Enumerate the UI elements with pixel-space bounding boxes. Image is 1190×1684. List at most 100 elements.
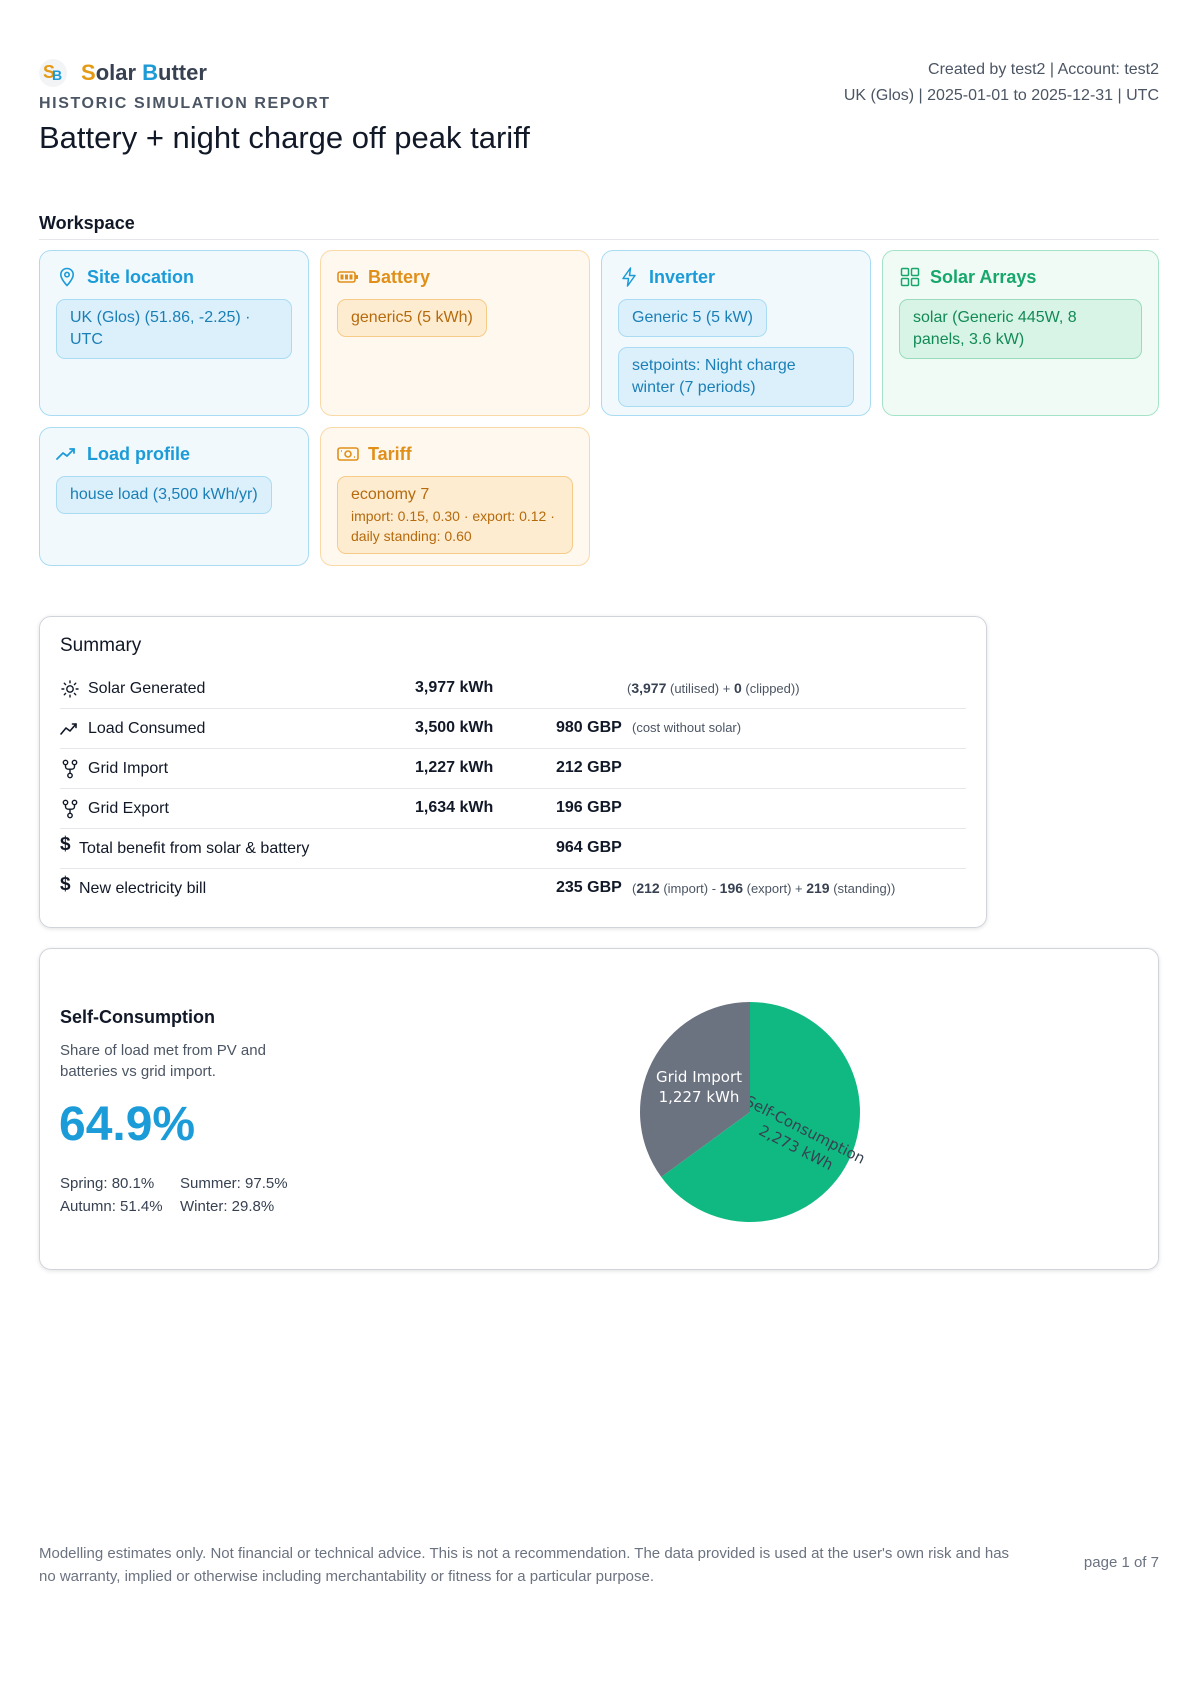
tariff-name: economy 7 xyxy=(351,486,430,503)
summary-label: Grid Import xyxy=(88,760,169,777)
summary-row-total-benefit: $ Total benefit from solar & battery 964… xyxy=(60,829,966,869)
trend-icon xyxy=(60,719,80,739)
summary-gbp: 196 GBP xyxy=(556,799,622,816)
dollar-icon: $ xyxy=(60,834,71,855)
self-consumption-description: Share of load met from PV and batteries … xyxy=(60,1042,266,1080)
note-clipped-value: 0 xyxy=(733,680,742,696)
disclaimer: Modelling estimates only. Not financial … xyxy=(39,1545,1010,1585)
summary-kwh: 1,227 kWh xyxy=(415,759,494,776)
note-export-value: 196 xyxy=(719,880,744,896)
summary-gbp: 212 GBP xyxy=(556,759,622,776)
pie-label-grid-import: Grid Import 1,227 kWh xyxy=(656,1068,742,1106)
report-meta: Created by test2 | Account: test2 UK (Gl… xyxy=(844,57,1159,109)
brand-word-utter: utter xyxy=(158,60,207,85)
report-title: Battery + night charge off peak tariff xyxy=(39,120,530,155)
load-profile-title: Load profile xyxy=(56,442,292,466)
load-profile-chip: house load (3,500 kWh/yr) xyxy=(56,476,272,514)
summary-row-load-consumed: Load Consumed 3,500 kWh 980 GBP (cost wi… xyxy=(60,709,966,749)
solar-arrays-chip: solar (Generic 445W, 8 panels, 3.6 kW) xyxy=(899,299,1142,359)
solar-arrays-card: Solar Arrays solar (Generic 445W, 8 pane… xyxy=(882,250,1159,416)
site-location-title: Site location xyxy=(56,265,292,289)
summary-note: (212 (import) - 196 (export) + 219 (stan… xyxy=(632,880,895,896)
battery-icon xyxy=(337,266,359,288)
summary-label: New electricity bill xyxy=(79,880,207,897)
map-pin-icon xyxy=(56,266,78,288)
site-location-card: Site location UK (Glos) (51.86, -2.25) ·… xyxy=(39,250,309,416)
summary-kwh: 3,500 kWh xyxy=(415,719,494,736)
header-divider xyxy=(39,239,1159,240)
summary-title: Summary xyxy=(60,635,142,656)
summary-label: Total benefit from solar & battery xyxy=(79,840,310,857)
logo-s: S xyxy=(43,62,56,82)
inverter-model-chip: Generic 5 (5 kW) xyxy=(618,299,767,337)
grid-icon xyxy=(899,266,921,288)
battery-title: Battery xyxy=(337,265,573,289)
pie-slice-grid-import xyxy=(640,1002,750,1177)
note-paren: ( xyxy=(632,881,637,896)
solar-arrays-label: Solar Arrays xyxy=(930,266,1037,287)
brand-initial-b: B xyxy=(142,60,159,85)
solar-butter-logo: S B xyxy=(39,59,67,87)
season-autumn: Autumn: 51.4% xyxy=(60,1198,163,1215)
note-standing-value: 219 xyxy=(806,880,830,896)
summary-kwh: 3,977 kWh xyxy=(415,679,494,696)
note-import-text: (import) - xyxy=(659,881,720,896)
fork-icon xyxy=(60,759,80,779)
pie-label-name: Grid Import xyxy=(656,1068,742,1086)
fork-icon xyxy=(60,799,80,819)
note-import-value: 212 xyxy=(636,880,660,896)
note-paren: ( xyxy=(627,681,632,696)
site-location-label: Site location xyxy=(87,266,195,287)
tariff-card: Tariff economy 7 import: 0.15, 0.30 · ex… xyxy=(320,427,590,566)
inverter-setpoints-chip: setpoints: Night charge winter (7 period… xyxy=(618,347,854,407)
note-utilised-text: (utilised) + xyxy=(666,681,734,696)
brand-initial-s: S xyxy=(81,60,96,85)
workspace-heading: Workspace xyxy=(39,213,135,233)
season-winter: Winter: 29.8% xyxy=(180,1198,275,1215)
dollar-icon: $ xyxy=(60,874,71,895)
summary-row-solar-generated: Solar Generated 3,977 kWh (3,977 (utilis… xyxy=(60,669,966,709)
summary-gbp: 964 GBP xyxy=(556,839,622,856)
summary-row-grid-import: Grid Import 1,227 kWh 212 GBP xyxy=(60,749,966,789)
note-clipped-text: (clipped)) xyxy=(741,681,800,696)
season-spring: Spring: 80.1% xyxy=(60,1175,155,1192)
solar-arrays-title: Solar Arrays xyxy=(899,265,1142,289)
seasonal-breakdown: Spring: 80.1% Summer: 97.5% Autumn: 51.4%… xyxy=(60,1172,288,1218)
summary-panel: Summary Solar Generated 3,977 kWh (3,977… xyxy=(39,616,987,928)
brand-name: Solar Butter xyxy=(81,60,207,86)
summary-row-grid-export: Grid Export 1,634 kWh 196 GBP xyxy=(60,789,966,829)
battery-card: Battery generic5 (5 kWh) xyxy=(320,250,590,416)
report-header: S B Solar Butter HISTORIC SIMULATION REP… xyxy=(39,56,1159,240)
inverter-card: Inverter Generic 5 (5 kW) setpoints: Nig… xyxy=(601,250,871,416)
load-profile-label: Load profile xyxy=(87,443,190,464)
tariff-rates: import: 0.15, 0.30 · export: 0.12 · dail… xyxy=(351,508,555,544)
self-consumption-percent: 64.9% xyxy=(59,1098,196,1151)
inverter-label: Inverter xyxy=(649,266,716,287)
summary-row-new-bill: $ New electricity bill 235 GBP (212 (imp… xyxy=(60,869,966,909)
note-export-text: (export) + xyxy=(743,881,807,896)
load-profile-card: Load profile house load (3,500 kWh/yr) xyxy=(39,427,309,566)
sun-icon xyxy=(60,679,80,699)
tariff-label: Tariff xyxy=(368,443,412,464)
meta-created-by: Created by test2 | Account: test2 xyxy=(928,61,1159,78)
lightning-icon xyxy=(618,266,640,288)
summary-gbp: 980 GBP xyxy=(556,719,622,736)
page-number: page 1 of 7 xyxy=(1083,1554,1159,1571)
summary-gbp: 235 GBP xyxy=(556,879,622,896)
banknote-icon xyxy=(337,443,359,465)
battery-chip: generic5 (5 kWh) xyxy=(337,299,487,337)
tariff-chip: economy 7 import: 0.15, 0.30 · export: 0… xyxy=(337,476,573,554)
pie-slice-self-consumption xyxy=(661,1002,860,1222)
summary-label: Load Consumed xyxy=(88,720,206,737)
summary-note: (cost without solar) xyxy=(632,720,742,735)
summary-note: (3,977 (utilised) + 0 (clipped)) xyxy=(627,680,800,696)
brand: S B Solar Butter xyxy=(39,56,207,90)
brand-word-olar: olar xyxy=(95,60,143,85)
logo-b: B xyxy=(52,67,63,83)
summary-label: Grid Export xyxy=(88,800,169,817)
report-page: S B Solar Butter HISTORIC SIMULATION REP… xyxy=(39,0,1159,1684)
site-location-chip: UK (Glos) (51.86, -2.25) · UTC xyxy=(56,299,292,359)
note-utilised-value: 3,977 xyxy=(631,680,667,696)
pie-label-value: 1,227 kWh xyxy=(659,1088,740,1106)
